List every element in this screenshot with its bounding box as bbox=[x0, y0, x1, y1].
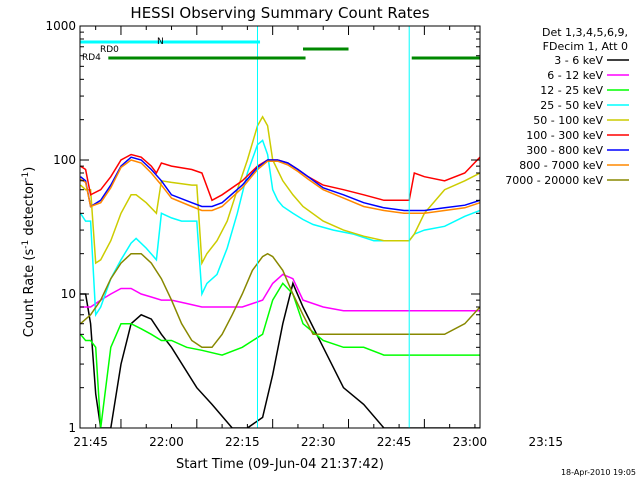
flag-label-n: N bbox=[157, 37, 164, 47]
x-tick-label-5: 22:45 bbox=[377, 435, 412, 449]
series-line-9 bbox=[80, 252, 480, 349]
y-tick-label-4: 1000 bbox=[45, 19, 76, 33]
legend-label-5: 50 - 100 keV bbox=[533, 114, 603, 127]
flag-label-rd0: RD0 bbox=[100, 45, 119, 55]
y-axis-label: Count Rate (s-1 detector-1) bbox=[21, 167, 37, 338]
y-axis: 1 10 100 1000 bbox=[45, 19, 480, 435]
legend-header-1: Det 1,3,4,5,6,9, bbox=[542, 26, 628, 39]
x-tick-label-2: 22:00 bbox=[149, 435, 184, 449]
legend-label-6: 100 - 300 keV bbox=[526, 129, 603, 142]
plot-frame bbox=[79, 25, 481, 429]
series-line-7 bbox=[80, 156, 480, 212]
footer-timestamp: 18-Apr-2010 19:05 bbox=[561, 468, 636, 477]
series-line-8 bbox=[80, 159, 480, 215]
x-tick-label-1: 21:45 bbox=[73, 435, 108, 449]
legend-label-2: 6 - 12 keV bbox=[547, 69, 603, 82]
y-axis-label-main: Count Rate (s bbox=[22, 249, 37, 338]
x-axis-label: Start Time (09-Jun-04 21:37:42) bbox=[176, 457, 384, 472]
y-tick-label-2: 10 bbox=[61, 287, 76, 301]
x-tick-label-6: 23:00 bbox=[453, 435, 488, 449]
flag-label-rd4: RD4 bbox=[82, 53, 101, 63]
series-line-3 bbox=[80, 282, 480, 428]
series-line-1 bbox=[80, 281, 480, 428]
x-tick-label-3: 22:15 bbox=[225, 435, 260, 449]
legend-label-4: 25 - 50 keV bbox=[540, 99, 603, 112]
legend-label-8: 800 - 7000 keV bbox=[519, 159, 603, 172]
x-axis: 21:45 22:00 22:15 22:30 22:45 23:00 23:15 bbox=[73, 26, 563, 449]
y-axis-label-end: ) bbox=[22, 167, 37, 172]
y-tick-label-1: 1 bbox=[68, 421, 76, 435]
y-axis-label-mid: detector bbox=[22, 180, 37, 240]
x-tick-label-4: 22:30 bbox=[301, 435, 336, 449]
x-tick-label-7: 23:15 bbox=[528, 435, 563, 449]
legend-label-1: 3 - 6 keV bbox=[554, 54, 603, 67]
y-tick-label-3: 100 bbox=[53, 153, 76, 167]
y-axis-label-sup1: -1 bbox=[21, 240, 31, 249]
plot-border bbox=[79, 25, 481, 429]
legend-label-3: 12 - 25 keV bbox=[540, 84, 603, 97]
y-axis-label-sup2: -1 bbox=[21, 172, 31, 181]
legend-label-9: 7000 - 20000 keV bbox=[505, 174, 603, 187]
chart-title: HESSI Observing Summary Count Rates bbox=[130, 4, 429, 22]
series-line-2 bbox=[80, 273, 480, 312]
legend-header-2: FDecim 1, Att 0 bbox=[543, 40, 628, 53]
legend-label-7: 300 - 800 keV bbox=[526, 144, 603, 157]
legend: Det 1,3,4,5,6,9,FDecim 1, Att 03 - 6 keV… bbox=[505, 26, 629, 187]
series-line-5 bbox=[80, 115, 480, 266]
